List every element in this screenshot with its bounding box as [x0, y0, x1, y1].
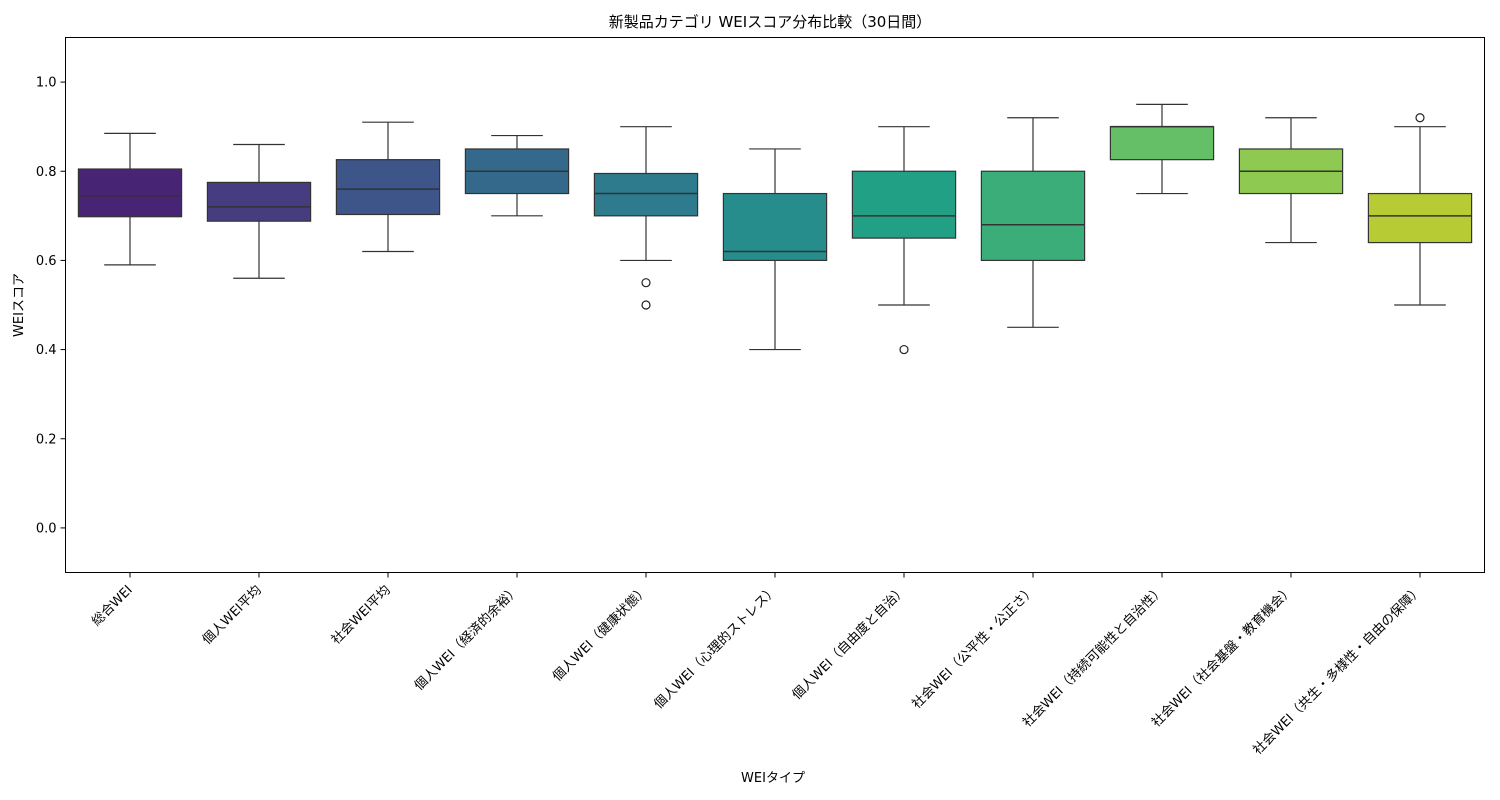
- x-tick-label: 個人WEI（心理的ストレス）: [651, 582, 781, 712]
- box-group: [1109, 103, 1215, 195]
- x-tick-label: 総合WEI: [89, 583, 136, 630]
- x-axis: 総合WEI 個人WEI平均 社会WEI平均 個人WEI（経済的余裕） 個人WEI（健康状…: [89, 572, 1426, 758]
- box-group: [1238, 117, 1344, 244]
- outlier-point: [899, 344, 909, 355]
- y-tick-label: 0.2: [36, 432, 57, 447]
- y-tick-label: 0.4: [36, 343, 57, 358]
- y-tick-label: 0.6: [36, 254, 57, 269]
- y-axis-label: WEIスコア: [12, 273, 27, 337]
- box-group: [1367, 113, 1473, 306]
- box: [1367, 192, 1473, 244]
- x-tick-label: 社会WEI（社会基盤・教育機会）: [1148, 582, 1296, 730]
- x-tick-label: 個人WEI（経済的余裕）: [411, 582, 523, 694]
- box-group: [77, 132, 183, 266]
- box-group: [335, 121, 441, 253]
- box-group: [980, 117, 1086, 328]
- box-group: [593, 126, 699, 310]
- x-axis-label: WEIタイプ: [741, 771, 805, 786]
- box: [722, 192, 828, 262]
- y-tick-label: 1.0: [36, 76, 57, 91]
- outlier-point: [1415, 113, 1425, 123]
- x-tick-label: 個人WEI平均: [200, 583, 265, 648]
- boxes-layer: [77, 103, 1473, 355]
- outlier-point: [641, 300, 651, 310]
- box: [1109, 126, 1215, 161]
- box: [77, 168, 183, 218]
- chart-title: 新製品カテゴリ WEIスコア分布比較（30日間）: [609, 13, 932, 31]
- box: [206, 181, 312, 222]
- x-tick-label: 社会WEI（持続可能性と自治性）: [1019, 582, 1167, 730]
- box-group: [464, 134, 570, 217]
- box-group: [722, 148, 828, 351]
- box-group: [851, 126, 957, 355]
- x-tick-label: 個人WEI（健康状態）: [549, 582, 651, 684]
- y-axis: 0.0 0.2 0.4 0.6 0.8 1.0: [36, 76, 66, 536]
- box: [980, 170, 1086, 262]
- x-tick-label: 個人WEI（自由度と自治）: [789, 582, 910, 703]
- box: [851, 170, 957, 239]
- box: [335, 159, 441, 216]
- x-tick-label: 社会WEI（公平性・公正さ）: [909, 582, 1039, 712]
- y-tick-label: 0.0: [36, 521, 57, 536]
- box: [593, 172, 699, 217]
- x-tick-label: 社会WEI平均: [328, 582, 394, 648]
- box-group: [206, 143, 312, 279]
- outlier-point: [641, 278, 651, 288]
- y-tick-label: 0.8: [36, 165, 57, 180]
